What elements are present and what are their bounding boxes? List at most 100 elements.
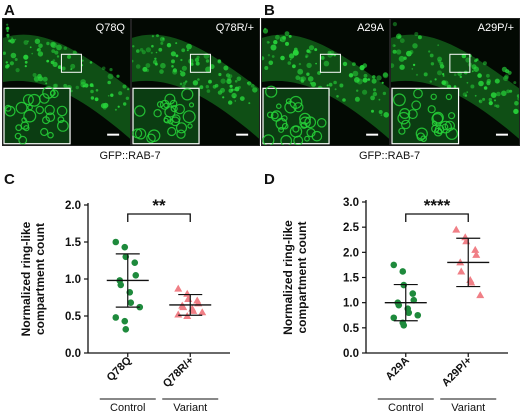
tissue-puncta bbox=[127, 88, 130, 91]
tissue-puncta bbox=[378, 98, 381, 101]
tissue-puncta bbox=[381, 81, 384, 84]
tissue-puncta bbox=[141, 50, 146, 55]
tissue-puncta bbox=[465, 57, 471, 63]
tissue-puncta bbox=[378, 110, 383, 114]
inset-ring bbox=[447, 112, 456, 120]
inset-ring bbox=[306, 127, 316, 138]
tissue-puncta bbox=[342, 61, 348, 67]
tissue-puncta bbox=[89, 61, 93, 64]
data-point bbox=[179, 303, 188, 311]
tissue-puncta bbox=[437, 59, 442, 63]
inset-ring bbox=[445, 127, 459, 140]
tissue-puncta bbox=[488, 101, 493, 106]
inset-ring bbox=[44, 104, 55, 116]
tissue-puncta bbox=[57, 65, 62, 69]
data-point bbox=[467, 278, 476, 286]
tissue-puncta bbox=[107, 95, 110, 97]
tissue-puncta bbox=[279, 39, 282, 42]
tissue-puncta bbox=[501, 66, 507, 72]
tissue-puncta bbox=[429, 53, 434, 58]
tissue-puncta bbox=[399, 38, 405, 44]
tissue-puncta bbox=[9, 61, 14, 66]
tissue-puncta bbox=[218, 72, 222, 77]
x-tick-label: Q78Q bbox=[105, 354, 135, 384]
tissue-puncta bbox=[282, 35, 286, 40]
micrograph-q78r-image bbox=[132, 34, 259, 145]
inset-ring bbox=[271, 111, 279, 120]
tissue-puncta bbox=[222, 96, 225, 99]
tissue-puncta bbox=[306, 49, 310, 53]
tissue-puncta bbox=[298, 76, 304, 82]
tissue-puncta bbox=[158, 47, 163, 52]
tissue-puncta bbox=[477, 73, 482, 78]
tissue-puncta bbox=[54, 50, 59, 55]
tissue-puncta bbox=[248, 102, 251, 105]
inset-ring bbox=[398, 127, 406, 135]
tissue-puncta bbox=[114, 108, 117, 111]
tissue-puncta bbox=[89, 83, 94, 87]
tissue-puncta bbox=[7, 36, 9, 39]
data-point bbox=[117, 281, 125, 289]
zoom-region-box bbox=[189, 53, 211, 73]
tissue-puncta bbox=[292, 49, 299, 56]
inset-ring bbox=[40, 127, 49, 137]
inset-ring bbox=[280, 134, 293, 145]
tissue-puncta bbox=[31, 52, 33, 55]
zoom-region-box bbox=[60, 53, 82, 73]
inset-ring bbox=[14, 132, 22, 140]
inset-ring bbox=[153, 108, 162, 118]
y-axis-label: Normalized ring-likecompartment count bbox=[281, 220, 309, 335]
tissue-puncta bbox=[514, 101, 519, 106]
tissue-puncta bbox=[52, 61, 58, 67]
data-point bbox=[174, 310, 183, 318]
caption-a: GFP::RAB-7 bbox=[99, 150, 161, 162]
tissue-puncta bbox=[459, 75, 462, 79]
inset-ring bbox=[56, 105, 68, 117]
inset-ring bbox=[316, 118, 327, 128]
inset-ring bbox=[134, 128, 147, 140]
micrograph-a29a: A29A bbox=[261, 18, 390, 146]
tissue-puncta bbox=[496, 91, 501, 97]
data-point bbox=[472, 250, 481, 258]
tissue-puncta bbox=[56, 55, 60, 58]
inset-ring bbox=[27, 93, 41, 107]
tissue-puncta bbox=[470, 84, 475, 89]
tissue-puncta bbox=[382, 72, 388, 78]
data-point bbox=[189, 306, 198, 314]
tissue-puncta bbox=[75, 85, 80, 90]
tissue-puncta bbox=[53, 83, 59, 88]
tissue-puncta bbox=[110, 93, 114, 97]
tissue-puncta bbox=[483, 86, 488, 90]
tissue-puncta bbox=[352, 62, 356, 66]
tissue-puncta bbox=[297, 68, 304, 75]
tissue-puncta bbox=[284, 31, 290, 36]
inset-ring bbox=[293, 102, 304, 113]
tissue-puncta bbox=[399, 64, 405, 70]
tissue-puncta bbox=[171, 59, 175, 64]
significance-label: ** bbox=[152, 196, 166, 215]
y-tick-label: 0.5 bbox=[343, 323, 360, 335]
tissue-puncta bbox=[305, 55, 308, 59]
tissue-puncta bbox=[437, 56, 443, 62]
tissue-puncta bbox=[100, 103, 107, 109]
significance-label: **** bbox=[424, 196, 451, 215]
tissue-puncta bbox=[142, 66, 148, 72]
tissue-puncta bbox=[6, 26, 10, 30]
tissue-puncta bbox=[380, 114, 383, 116]
data-point bbox=[132, 272, 140, 279]
y-axis-label-line: compartment count bbox=[33, 223, 47, 335]
tissue-puncta bbox=[252, 87, 258, 93]
tissue-puncta bbox=[145, 63, 151, 68]
tissue-puncta bbox=[517, 96, 519, 101]
tissue-puncta bbox=[23, 40, 29, 45]
tissue-puncta bbox=[362, 77, 368, 83]
inset-ring bbox=[444, 120, 456, 132]
tissue-puncta bbox=[314, 48, 318, 52]
tissue-puncta bbox=[50, 41, 56, 47]
scale-bar bbox=[495, 133, 508, 136]
inset-ring bbox=[182, 110, 196, 124]
tissue-puncta bbox=[372, 75, 376, 79]
inset-ring bbox=[170, 116, 180, 127]
tissue-puncta bbox=[136, 49, 140, 53]
micrograph-a29p-image bbox=[391, 22, 519, 145]
